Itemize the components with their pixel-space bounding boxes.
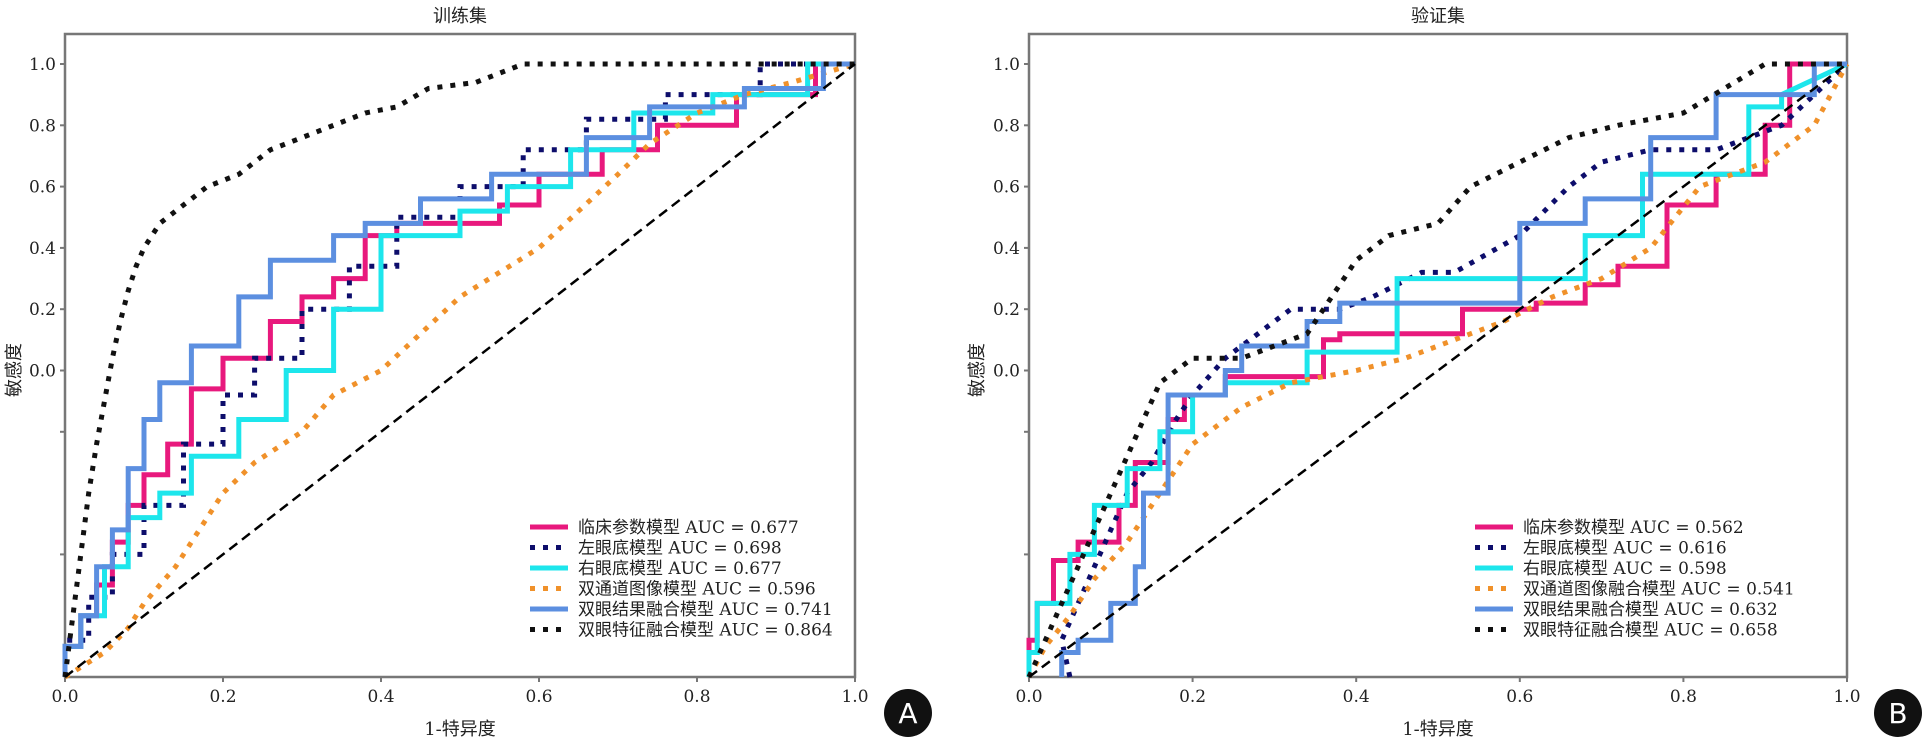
reference-diagonal bbox=[1028, 62, 1848, 679]
legend-entry: 左眼底模型 AUC = 0.616 bbox=[1523, 539, 1727, 559]
legend-entry: 右眼底模型 AUC = 0.598 bbox=[1523, 559, 1727, 579]
x-tick-label: 0.4 bbox=[1343, 687, 1370, 707]
series-line bbox=[63, 61, 856, 680]
y-tick-label: 0.2 bbox=[993, 300, 1020, 320]
x-tick-label: 0.6 bbox=[1506, 687, 1533, 707]
series-line bbox=[62, 61, 855, 678]
legend-entry: 双通道图像模型 AUC = 0.596 bbox=[578, 580, 816, 600]
x-tick-label: 0.4 bbox=[367, 687, 394, 707]
y-tick-label: 0.8 bbox=[29, 116, 56, 136]
x-tick-label: 0.0 bbox=[51, 687, 78, 707]
x-axis-label: 1-特异度 bbox=[424, 719, 496, 740]
series-line bbox=[1059, 62, 1849, 678]
series-line bbox=[1026, 61, 1847, 679]
legend-entry: 双眼特征融合模型 AUC = 0.658 bbox=[1523, 621, 1778, 641]
legend-entry: 双眼特征融合模型 AUC = 0.864 bbox=[578, 621, 833, 641]
series-line bbox=[1059, 61, 1847, 677]
y-tick-label: 0.0 bbox=[29, 362, 56, 382]
x-tick-label: 1.0 bbox=[841, 687, 868, 707]
x-tick-label: 0.2 bbox=[209, 687, 236, 707]
panel-train: 训练集 1-特异度 敏感度 0.0 0.2 0.4 0.6 0.8 1.01.00.80.… bbox=[4, 6, 932, 740]
panel-badge: A bbox=[884, 689, 932, 737]
y-tick-label: 0.6 bbox=[29, 178, 56, 198]
x-tick-label: 1.0 bbox=[1833, 687, 1860, 707]
legend-entry: 临床参数模型 AUC = 0.677 bbox=[578, 518, 799, 538]
legend-entry: 临床参数模型 AUC = 0.562 bbox=[1523, 518, 1744, 538]
badge-label: A bbox=[898, 697, 917, 730]
chart-title: 验证集 bbox=[1411, 6, 1465, 27]
y-tick-label: 0.8 bbox=[993, 116, 1020, 136]
y-tick-label: 1.0 bbox=[29, 55, 56, 75]
legend-entry: 双眼结果融合模型 AUC = 0.741 bbox=[578, 600, 833, 620]
chart-title: 训练集 bbox=[433, 6, 487, 27]
x-axis-label: 1-特异度 bbox=[1402, 719, 1474, 740]
x-tick-label: 0.6 bbox=[525, 687, 552, 707]
plot-area: 0.0 0.2 0.4 0.6 0.8 1.0 1.0 0.8 0.6 0.4 0.2 0.0 bbox=[993, 32, 1861, 707]
y-tick-label: 0.6 bbox=[993, 178, 1020, 198]
legend-entry: 双眼结果融合模型 AUC = 0.632 bbox=[1523, 600, 1778, 620]
x-tick-label: 0.2 bbox=[1179, 687, 1206, 707]
x-tick-label: 0.8 bbox=[1670, 687, 1697, 707]
y-tick-label: 0.4 bbox=[993, 239, 1020, 259]
y-axis-label: 敏感度 bbox=[4, 343, 25, 397]
legend-entry: 右眼底模型 AUC = 0.677 bbox=[578, 559, 782, 579]
x-tick-label: 0.8 bbox=[683, 687, 710, 707]
panel-validation: 验证集 1-特异度 敏感度 0.0 0.2 0.4 0.6 0.8 1.01.00.80.… bbox=[967, 6, 1922, 740]
x-tick-label: 0.0 bbox=[1015, 687, 1042, 707]
y-axis-label: 敏感度 bbox=[967, 343, 988, 397]
series-line bbox=[62, 61, 855, 677]
legend-entry: 双通道图像融合模型 AUC = 0.541 bbox=[1523, 580, 1795, 600]
y-tick-label: 1.0 bbox=[993, 55, 1020, 75]
y-tick-label: 0.2 bbox=[29, 300, 56, 320]
legend-entry: 左眼底模型 AUC = 0.698 bbox=[578, 539, 782, 559]
plot-frame bbox=[1027, 32, 1849, 679]
plot-area: 0.0 0.2 0.4 0.6 0.8 1.0 1.0 0.8 0.6 0.4 0.2 0.0 bbox=[29, 32, 869, 707]
plot-frame bbox=[63, 32, 857, 679]
badge-label: B bbox=[1888, 697, 1907, 730]
panel-badge: B bbox=[1874, 689, 1922, 737]
y-tick-label: 0.0 bbox=[993, 362, 1020, 382]
reference-diagonal bbox=[64, 63, 856, 678]
y-tick-label: 0.4 bbox=[29, 239, 56, 259]
